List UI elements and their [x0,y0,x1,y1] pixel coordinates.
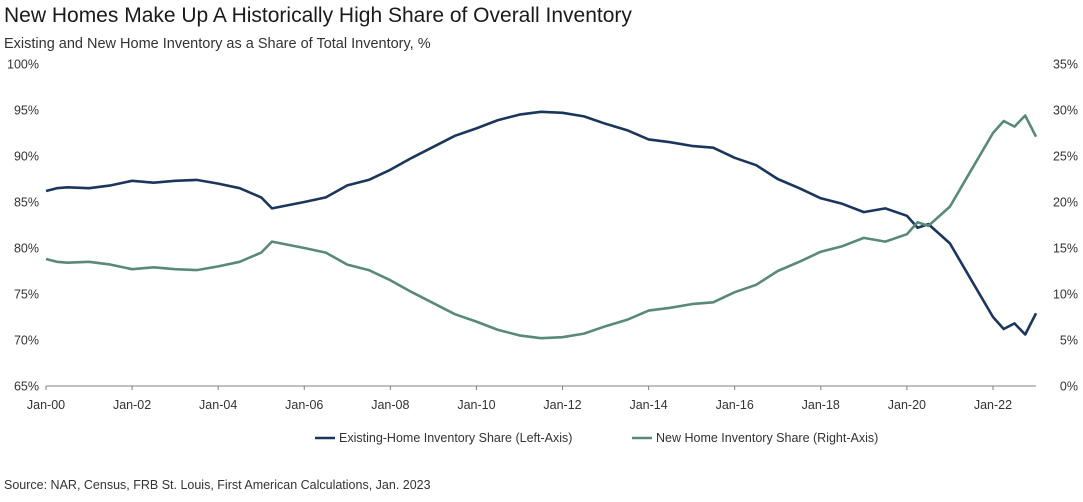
y-right-tick-label: 5% [1060,334,1078,348]
y-left-tick-label: 95% [14,104,39,118]
legend-label: New Home Inventory Share (Right-Axis) [656,431,878,445]
x-tick-label: Jan-10 [457,398,495,412]
axes: Jan-00 Jan-02 Jan-04 Jan-06 Jan-08 Jan-10 Jan-… [7,58,1078,413]
series-layer [45,110,1038,340]
x-tick-label: Jan-20 [888,398,926,412]
x-tick-label: Jan-00 [27,398,65,412]
x-tick-label: Jan-02 [113,398,151,412]
y-right-tick-label: 20% [1053,196,1078,210]
x-tick-label: Jan-04 [199,398,237,412]
y-right-tick-label: 30% [1053,104,1078,118]
y-right-tick-label: 35% [1053,58,1078,72]
chart-subtitle: Existing and New Home Inventory as a Sha… [4,36,431,52]
legend: Existing-Home Inventory Share (Left-Axis… [315,431,878,445]
legend-label: Existing-Home Inventory Share (Left-Axis… [339,431,572,445]
y-right-tick-label: 0% [1060,380,1078,394]
y-left-tick-label: 90% [14,150,39,164]
y-left-tick-label: 70% [14,334,39,348]
y-right-tick-label: 15% [1053,242,1078,256]
y-left-tick-label: 75% [14,288,39,302]
y-left-tick-label: 80% [14,242,39,256]
x-tick-label: Jan-12 [543,398,581,412]
y-right-tick-label: 10% [1053,288,1078,302]
x-tick-label: Jan-18 [802,398,840,412]
series-line-existing-home [45,110,1038,336]
x-tick-label: Jan-22 [974,398,1012,412]
x-tick-label: Jan-08 [371,398,409,412]
x-tick-label: Jan-16 [716,398,754,412]
chart-title: New Homes Make Up A Historically High Sh… [4,4,632,27]
x-tick-label: Jan-06 [285,398,323,412]
series-line-new-home [45,114,1038,340]
source-note: Source: NAR, Census, FRB St. Louis, Firs… [4,478,431,492]
x-tick-label: Jan-14 [629,398,667,412]
y-right-tick-label: 25% [1053,150,1078,164]
y-left-tick-label: 85% [14,196,39,210]
y-left-tick-label: 100% [7,58,39,72]
y-left-tick-label: 65% [14,380,39,394]
